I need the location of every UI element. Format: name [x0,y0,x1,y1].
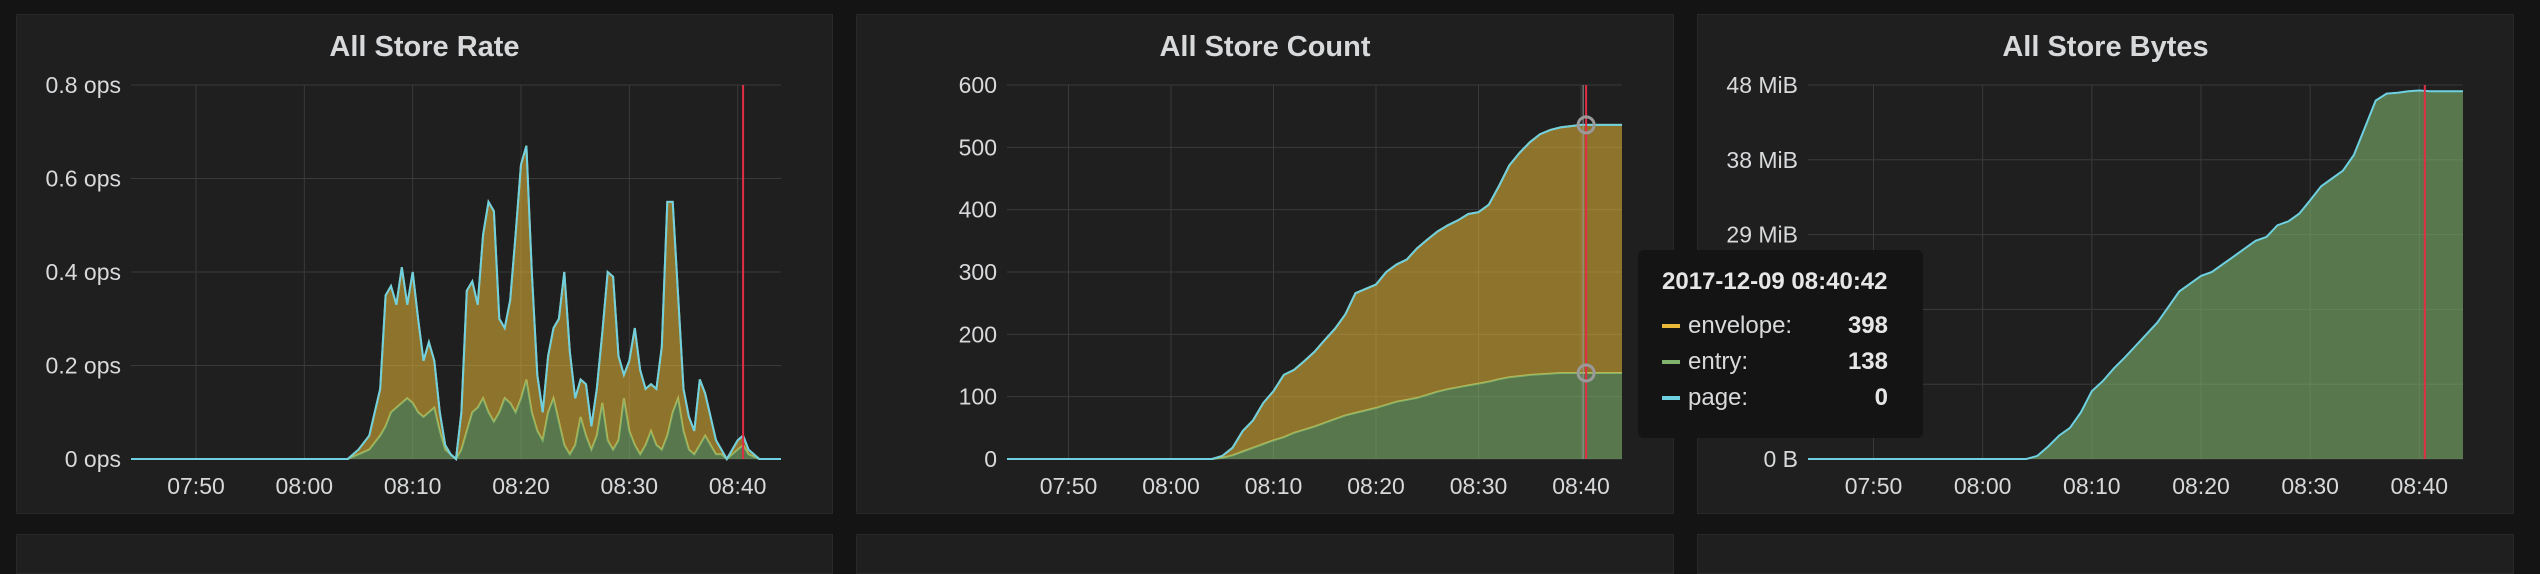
x-tick-label: 08:40 [1552,473,1610,499]
panel-title[interactable]: All Store Bytes [2002,31,2209,63]
y-tick-label: 0.6 ops [46,166,121,192]
tooltip-series-value: 138 [1847,348,1888,375]
y-tick-label: 0.4 ops [46,259,121,285]
y-tick-label: 0.2 ops [46,353,121,379]
y-tick-label: 400 [959,197,997,223]
y-tick-label: 0 [984,446,997,472]
series-line-page [131,145,781,462]
chart-all-store-bytes[interactable]: 0 B 29 MiB 38 MiB 48 MiB 07:50 08:00 08:10 08:2… [1698,15,2515,515]
y-tick-label: 300 [959,259,997,285]
x-tick-label: 08:30 [2281,473,2339,499]
y-tick-label: 100 [959,384,997,410]
y-tick-label: 38 MiB [1726,147,1798,173]
panel-partial [16,534,833,574]
x-tick-label: 08:00 [276,473,334,499]
panel-all-store-rate: All Store Rate 0 ops 0.2 ops 0.4 ops 0.6 op… [16,14,833,514]
chart-all-store-rate[interactable]: 0 ops 0.2 ops 0.4 ops 0.6 ops 0.8 ops 07:50 08… [17,15,834,515]
tooltip-series-value: 0 [1874,384,1888,411]
panel-all-store-count: All Store Count 0 100 200 300 400 500 600 07:50… [856,14,1674,514]
tooltip-row-envelope: envelope: 398 [1662,308,1899,344]
hover-point-envelope [1576,115,1596,135]
x-tick-label: 08:20 [1347,473,1405,499]
series-swatch [1662,396,1680,400]
series-line-bytes [1808,89,2463,460]
tooltip-time: 2017-12-09 08:40:42 [1662,268,1888,295]
tooltip-series-value: 398 [1847,312,1888,339]
y-tick-label: 0 ops [65,446,121,472]
x-tick-label: 08:00 [1142,473,1200,499]
panel-partial [1697,534,2514,574]
x-tick-label: 08:20 [492,473,550,499]
series-area-bytes [1808,90,2463,459]
y-tick-label: 0 B [1763,446,1798,472]
tooltip-series-name: page: [1688,384,1749,411]
tooltip-series-name: envelope: [1688,312,1793,339]
y-tick-label: 500 [959,134,997,160]
series-area-envelope [131,145,781,460]
panel-title[interactable]: All Store Rate [329,31,520,63]
panel-partial [856,534,1674,574]
hover-tooltip: 2017-12-09 08:40:42 envelope: 398 entry:… [1638,250,1923,438]
series-area-entry [1007,373,1622,459]
tooltip-row-page: page: 0 [1662,380,1899,416]
x-tick-label: 07:50 [1845,473,1903,499]
series-swatch [1662,324,1680,328]
y-tick-label: 200 [959,321,997,347]
x-tick-label: 07:50 [1040,473,1098,499]
series-area-envelope [1007,124,1622,460]
x-tick-label: 08:10 [2063,473,2121,499]
tooltip-series-name: entry: [1688,348,1749,375]
y-tick-label: 0.8 ops [46,72,121,98]
y-tick-label: 600 [959,72,997,98]
x-tick-label: 08:30 [601,473,659,499]
x-tick-label: 08:20 [2172,473,2230,499]
y-tick-label: 29 MiB [1726,222,1798,248]
series-line-page [1007,123,1622,460]
x-tick-label: 07:50 [167,473,225,499]
x-tick-label: 08:10 [384,473,442,499]
x-tick-label: 08:00 [1954,473,2012,499]
x-tick-label: 08:40 [709,473,767,499]
y-tick-label: 48 MiB [1726,72,1798,98]
x-tick-label: 08:40 [2391,473,2449,499]
series-swatch [1662,360,1680,364]
chart-all-store-count[interactable]: 0 100 200 300 400 500 600 07:50 08:00 08:10 08:20 0… [857,15,1675,515]
panel-title[interactable]: All Store Count [1159,31,1371,63]
hover-point-entry [1576,363,1596,383]
tooltip-row-entry: entry: 138 [1662,344,1899,380]
x-tick-label: 08:30 [1450,473,1508,499]
x-tick-label: 08:10 [1245,473,1303,499]
